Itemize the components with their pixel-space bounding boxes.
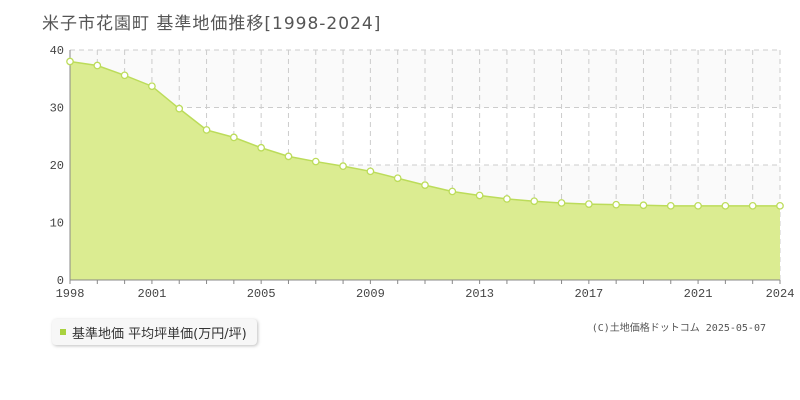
- data-point: [584, 200, 593, 208]
- markers-layer: [66, 57, 784, 210]
- data-point: [448, 187, 457, 196]
- data-point: [503, 195, 511, 203]
- data-point: [393, 174, 402, 183]
- data-point: [66, 57, 74, 66]
- x-tick-label: 2021: [684, 287, 713, 301]
- legend-marker-icon: [60, 329, 66, 335]
- data-point: [257, 143, 266, 152]
- x-tick-label: 2024: [766, 287, 795, 301]
- data-point: [311, 157, 320, 166]
- data-point: [776, 201, 784, 210]
- data-point: [339, 162, 347, 170]
- data-point: [475, 191, 484, 200]
- data-point: [421, 181, 429, 189]
- x-tick-label: 2017: [574, 287, 603, 301]
- legend: 基準地価 平均坪単価(万円/坪): [52, 319, 257, 345]
- data-point: [557, 199, 566, 207]
- data-point: [366, 167, 375, 176]
- y-tick-label: 10: [50, 217, 64, 231]
- data-point: [748, 201, 757, 210]
- x-tick-label: 2001: [138, 287, 167, 301]
- data-point: [639, 201, 648, 210]
- y-tick-label: 20: [50, 159, 64, 173]
- x-tick-label: 1998: [56, 287, 85, 301]
- credit-text: (C)土地価格ドットコム 2025-05-07: [591, 323, 766, 334]
- data-point: [694, 201, 702, 210]
- data-point: [148, 82, 156, 91]
- tick-labels: 0 10 20 30 40 1998 2001 2005 2009 2013 2017 2021 202…: [50, 44, 795, 301]
- x-tick-label: 2009: [356, 287, 385, 301]
- data-point: [666, 201, 675, 210]
- data-point: [284, 152, 293, 161]
- data-point: [530, 197, 539, 206]
- data-point: [721, 201, 730, 210]
- series-area: [70, 61, 780, 280]
- data-point: [202, 126, 211, 134]
- data-point: [229, 133, 238, 142]
- y-tick-label: 40: [50, 44, 64, 58]
- data-point: [175, 104, 184, 113]
- x-tick-label: 2005: [247, 287, 276, 301]
- data-point: [612, 200, 621, 209]
- y-tick-label: 0: [57, 274, 64, 288]
- x-tick-label: 2013: [465, 287, 494, 301]
- chart-title: 米子市花園町 基準地価推移[1998-2024]: [42, 14, 382, 34]
- legend-label: 基準地価 平均坪単価(万円/坪): [72, 326, 247, 342]
- y-tick-label: 30: [50, 102, 64, 116]
- data-point: [93, 61, 102, 70]
- data-point: [120, 71, 129, 80]
- axes: [69, 50, 781, 284]
